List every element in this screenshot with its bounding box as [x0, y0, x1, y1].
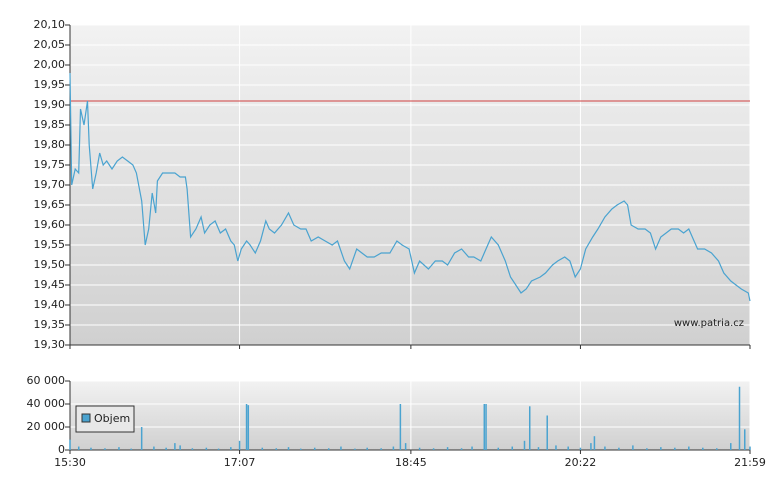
volume-bar — [674, 447, 676, 450]
volume-bar — [399, 404, 402, 450]
volume-bar — [418, 447, 421, 450]
volume-bar — [579, 447, 582, 450]
y-tick-label: 20,05 — [34, 38, 66, 51]
volume-bar — [354, 448, 356, 450]
volume-bar — [523, 440, 526, 450]
price-line — [69, 72, 751, 302]
x-tick-label: 17:07 — [224, 456, 256, 469]
y-tick-label: 40 000 — [27, 397, 66, 410]
y-tick-label: 60 000 — [27, 374, 66, 387]
volume-bar — [299, 448, 302, 450]
volume-bar — [340, 446, 342, 450]
volume-bar — [165, 447, 167, 450]
y-tick-label: 19,70 — [34, 178, 66, 191]
x-tick-label: 21:59 — [734, 456, 766, 469]
volume-bar — [590, 443, 592, 450]
volume-bar — [528, 406, 531, 450]
x-tick-label: 15:30 — [54, 456, 86, 469]
y-tick-label: 20 000 — [27, 420, 66, 433]
volume-bar — [749, 446, 751, 450]
volume-bar — [555, 445, 557, 450]
volume-bar — [230, 447, 232, 450]
volume-bar — [261, 447, 264, 450]
volume-bar — [744, 429, 746, 450]
y-tick-label: 19,40 — [34, 298, 66, 311]
x-tick-label: 18:45 — [395, 456, 427, 469]
volume-bar — [153, 446, 155, 450]
y-tick-label: 0 — [58, 443, 65, 456]
volume-bar — [174, 443, 176, 450]
y-tick-label: 19,60 — [34, 218, 66, 231]
y-tick-label: 19,45 — [34, 278, 66, 291]
volume-bar — [247, 405, 250, 450]
y-tick-label: 19,95 — [34, 78, 66, 91]
volume-bar — [392, 446, 395, 450]
volume-bar — [702, 447, 704, 450]
x-tick-label: 20:22 — [565, 456, 597, 469]
volume-bar — [546, 415, 548, 450]
volume-bar — [245, 404, 248, 450]
volume-bar — [730, 443, 732, 450]
volume-bar — [618, 447, 620, 450]
volume-bar — [604, 446, 606, 450]
volume-bar — [69, 439, 71, 450]
y-tick-label: 20,10 — [34, 18, 66, 31]
volume-bar — [483, 404, 486, 450]
volume-bar — [485, 404, 487, 450]
volume-bar — [646, 448, 648, 450]
volume-bar — [593, 436, 596, 450]
volume-bar — [446, 447, 449, 450]
y-tick-label: 19,75 — [34, 158, 66, 171]
y-tick-label: 19,65 — [34, 198, 66, 211]
watermark: www.patria.cz — [674, 318, 744, 329]
volume-bar — [632, 445, 634, 450]
volume-bar — [366, 447, 368, 450]
y-tick-label: 19,55 — [34, 238, 66, 251]
y-tick-label: 19,90 — [34, 98, 66, 111]
volume-bar — [77, 446, 80, 450]
volume-bar — [567, 446, 569, 450]
volume-bar — [275, 448, 278, 450]
y-tick-label: 20,00 — [34, 58, 66, 71]
y-tick-label: 19,30 — [34, 338, 66, 351]
volume-bar — [380, 448, 382, 450]
volume-bar — [90, 447, 92, 450]
volume-bar — [497, 447, 500, 450]
volume-bar — [460, 448, 463, 450]
volume-bar — [287, 447, 290, 450]
volume-bar — [327, 448, 330, 450]
volume-bar — [471, 446, 473, 450]
volume-bar — [205, 447, 208, 450]
volume-bar — [104, 448, 106, 450]
volume-bar — [130, 448, 132, 450]
y-tick-label: 19,80 — [34, 138, 66, 151]
volume-panel — [70, 381, 750, 450]
volume-bar — [404, 443, 407, 450]
volume-bar — [217, 448, 220, 450]
volume-bar — [118, 447, 120, 450]
legend-swatch — [81, 413, 91, 423]
volume-bar — [688, 446, 690, 450]
volume-bar — [313, 447, 316, 450]
volume-bar — [191, 448, 194, 450]
volume-bar — [716, 448, 718, 450]
y-tick-label: 19,85 — [34, 118, 66, 131]
volume-bar — [511, 446, 514, 450]
volume-bar — [140, 427, 143, 450]
y-tick-label: 19,50 — [34, 258, 66, 271]
volume-bar — [238, 440, 241, 450]
volume-bar — [179, 445, 181, 450]
volume-bar — [660, 447, 662, 450]
volume-bar — [537, 447, 540, 450]
y-tick-label: 19,35 — [34, 318, 66, 331]
legend-label: Objem — [94, 412, 130, 425]
volume-bar — [432, 448, 435, 450]
volume-bar — [738, 386, 741, 450]
